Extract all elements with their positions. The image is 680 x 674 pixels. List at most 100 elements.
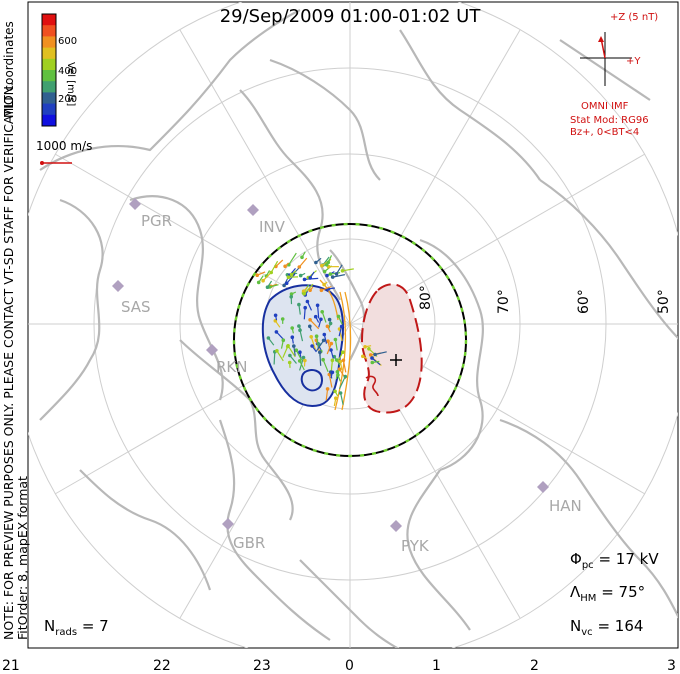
velocity-vector [330, 360, 333, 372]
velocity-vector [334, 339, 338, 351]
velocity-vector [309, 319, 320, 330]
nrads-symbol: N [44, 617, 56, 635]
velocity-vector [337, 351, 344, 362]
lambda-symbol: Λ [570, 583, 581, 601]
imf-model: Stat Mod: RG96 [570, 115, 649, 126]
velocity-vector-origin [330, 358, 335, 363]
velocity-vector [287, 345, 296, 358]
velocity-vector [298, 257, 308, 268]
colorbar-segment [42, 58, 56, 71]
velocity-vector [332, 274, 346, 278]
radar-site-label: RKN [216, 358, 248, 376]
velocity-vector [372, 360, 380, 364]
velocity-vector [291, 327, 294, 334]
velocity-vector [303, 307, 306, 320]
map-title: 29/Sep/2009 01:00-01:02 UT [219, 6, 481, 27]
velocity-vector [286, 274, 296, 284]
velocity-vector [291, 337, 294, 344]
mlt-label: 22 [153, 658, 171, 674]
radar-site-label: HAN [549, 497, 582, 515]
velocity-vector [337, 374, 341, 382]
imf-y-label: +Y [626, 56, 641, 67]
positive-cell [360, 283, 423, 414]
colorbar-segment [42, 25, 56, 37]
velocity-vector-origin [328, 272, 333, 276]
mlt-label: 2 [530, 658, 539, 674]
velocity-vector-origin [330, 275, 335, 279]
velocity-vector [282, 346, 289, 358]
imf-z-label: +Z (5 nT) [610, 12, 659, 23]
velocity-vector [322, 359, 329, 373]
velocity-vector [334, 391, 339, 397]
imf-dial [580, 32, 632, 86]
velocity-vector [301, 251, 306, 258]
coordinate-note: MLT coordinates [2, 21, 16, 118]
velocity-vector [339, 361, 343, 371]
colorbar-label: Vel [m/s] [65, 62, 76, 107]
velocity-vector [326, 326, 331, 333]
velocity-vector [289, 355, 297, 364]
velocity-vector [306, 301, 313, 311]
radar-site-label: PGR [141, 212, 173, 230]
velocity-vector [275, 259, 284, 267]
pole-cross [390, 354, 402, 366]
velocity-vector [291, 291, 297, 295]
velocity-vectors [255, 251, 387, 407]
velocity-vector [315, 257, 322, 263]
velocity-vector [291, 270, 297, 276]
nvc-symbol: N [570, 617, 582, 635]
velocity-vector [258, 275, 264, 283]
velocity-vector [309, 286, 314, 291]
velocity-vector [335, 371, 338, 380]
velocity-vector [274, 320, 281, 328]
velocity-vector [303, 283, 314, 295]
negative-cell-core [300, 369, 324, 392]
phi-value: = 17 kV [598, 550, 659, 568]
velocity-vector [342, 268, 354, 272]
nvc-value: = 164 [597, 617, 644, 635]
velocity-vector [300, 272, 306, 277]
radar-site-label: INV [259, 218, 285, 236]
velocity-vector [315, 316, 320, 323]
latitude-label: 80° [418, 285, 434, 310]
velocity-vector [295, 349, 303, 361]
velocity-vector [266, 280, 273, 288]
velocity-vector [326, 259, 330, 266]
radar-site-label: PYK [401, 537, 429, 555]
velocity-vector-origin [335, 370, 340, 374]
radar-site-label: SAS [121, 298, 151, 316]
stat-nvc: Nvc = 164 [570, 617, 643, 638]
colorbar-segment [42, 47, 56, 60]
velocity-vector [276, 350, 284, 362]
velocity-vector [318, 319, 322, 328]
velocity-colorbar [41, 13, 57, 127]
velocity-vector [299, 360, 305, 371]
latitude-label: 70° [496, 289, 512, 314]
colorbar-segment [42, 92, 56, 105]
velocity-vector [309, 271, 315, 279]
velocity-vector [311, 345, 317, 353]
velocity-vector [337, 316, 343, 325]
reference-vector-label: 1000 m/s [36, 139, 93, 153]
colorbar-tick: 200 [58, 94, 78, 105]
phi-symbol: Φ [570, 550, 582, 568]
velocity-vector [338, 376, 346, 390]
velocity-vector [336, 359, 341, 366]
colorbar-segment [42, 70, 56, 82]
colorbar-tick: 400 [58, 66, 78, 77]
lambda-value: = 75° [601, 583, 646, 601]
preview-note: NOTE: FOR PREVIEW PURPOSES ONLY. PLEASE … [1, 82, 16, 640]
velocity-vector-origin [302, 277, 307, 282]
velocity-vector [275, 315, 278, 321]
velocity-vector [374, 351, 387, 356]
velocity-vector [364, 345, 372, 348]
colorbar-border [41, 13, 57, 127]
velocity-vector [328, 287, 335, 290]
velocity-vector [288, 252, 297, 266]
velocity-vector [256, 271, 266, 276]
velocity-vector [326, 343, 332, 355]
nvc-subscript: vc [581, 627, 593, 638]
velocity-vector [310, 336, 316, 350]
velocity-vector [333, 398, 337, 407]
